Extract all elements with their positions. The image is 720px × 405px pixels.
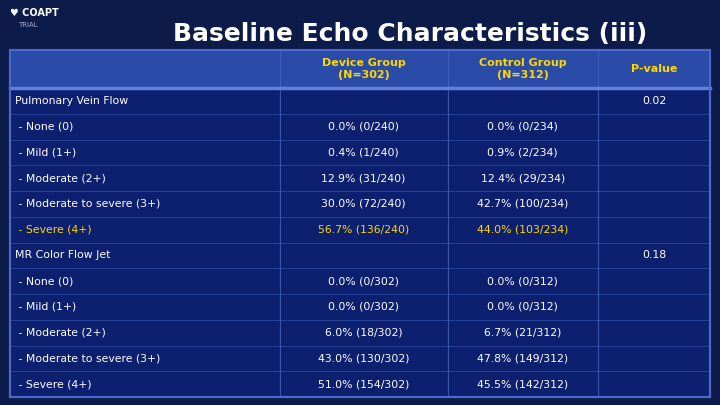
Text: Pulmonary Vein Flow: Pulmonary Vein Flow (15, 96, 128, 106)
Text: - Severe (4+): - Severe (4+) (15, 379, 91, 389)
Text: - Moderate to severe (3+): - Moderate to severe (3+) (15, 354, 161, 363)
Text: - Moderate (2+): - Moderate (2+) (15, 328, 106, 338)
Text: - None (0): - None (0) (15, 276, 73, 286)
Text: 51.0% (154/302): 51.0% (154/302) (318, 379, 409, 389)
Text: Baseline Echo Characteristics (iii): Baseline Echo Characteristics (iii) (174, 22, 647, 46)
Bar (10, 50, 710, 88)
Text: 0.02: 0.02 (642, 96, 666, 106)
Text: 47.8% (149/312): 47.8% (149/312) (477, 354, 568, 363)
Text: - Severe (4+): - Severe (4+) (15, 225, 91, 234)
Text: 43.0% (130/302): 43.0% (130/302) (318, 354, 409, 363)
Text: 0.0% (0/240): 0.0% (0/240) (328, 122, 399, 132)
Text: 0.0% (0/312): 0.0% (0/312) (487, 302, 558, 312)
Text: 0.0% (0/234): 0.0% (0/234) (487, 122, 558, 132)
Text: 12.4% (29/234): 12.4% (29/234) (481, 173, 565, 183)
Bar (10, 88, 710, 397)
Text: - None (0): - None (0) (15, 122, 73, 132)
Text: 42.7% (100/234): 42.7% (100/234) (477, 199, 568, 209)
Text: - Mild (1+): - Mild (1+) (15, 147, 76, 158)
Text: 0.4% (1/240): 0.4% (1/240) (328, 147, 399, 158)
Text: 56.7% (136/240): 56.7% (136/240) (318, 225, 409, 234)
Text: - Mild (1+): - Mild (1+) (15, 302, 76, 312)
Text: 45.5% (142/312): 45.5% (142/312) (477, 379, 568, 389)
Text: - Moderate (2+): - Moderate (2+) (15, 173, 106, 183)
Text: Device Group
(N=302): Device Group (N=302) (322, 58, 405, 80)
Text: Control Group
(N=312): Control Group (N=312) (479, 58, 567, 80)
Text: 6.0% (18/302): 6.0% (18/302) (325, 328, 402, 338)
Text: 0.0% (0/302): 0.0% (0/302) (328, 302, 399, 312)
Text: MR Color Flow Jet: MR Color Flow Jet (15, 250, 110, 260)
Text: 12.9% (31/240): 12.9% (31/240) (321, 173, 405, 183)
Text: ♥ COAPT: ♥ COAPT (10, 8, 59, 18)
Text: 30.0% (72/240): 30.0% (72/240) (321, 199, 406, 209)
Text: 0.18: 0.18 (642, 250, 666, 260)
Text: 0.0% (0/312): 0.0% (0/312) (487, 276, 558, 286)
Text: P-value: P-value (631, 64, 678, 74)
Text: 6.7% (21/312): 6.7% (21/312) (484, 328, 562, 338)
Text: 44.0% (103/234): 44.0% (103/234) (477, 225, 568, 234)
Text: TRIAL: TRIAL (18, 22, 37, 28)
Text: 0.0% (0/302): 0.0% (0/302) (328, 276, 399, 286)
Text: 0.9% (2/234): 0.9% (2/234) (487, 147, 558, 158)
Text: - Moderate to severe (3+): - Moderate to severe (3+) (15, 199, 161, 209)
